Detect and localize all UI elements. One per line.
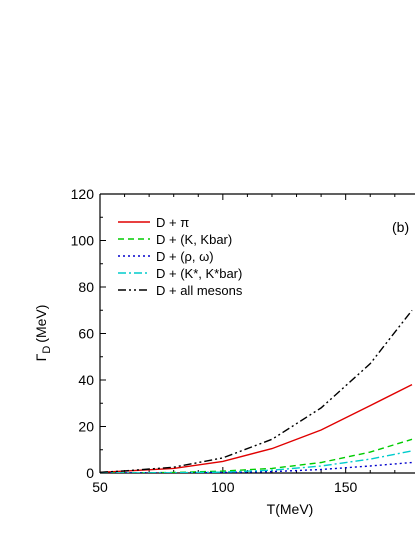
legend-label-3: D + (ρ, ω) — [156, 249, 214, 264]
legend-label-5: D + all mesons — [156, 283, 243, 298]
legend: D + π D + (K, Kbar) D + (ρ, ω) D + (K*, K*b… — [118, 215, 243, 298]
y-tick-label: 0 — [86, 465, 94, 481]
legend-label-1: D + π — [156, 215, 189, 230]
y-axis-title: ΓD (MeV) — [33, 305, 53, 362]
legend-label-4: D + (K*, K*bar) — [156, 266, 242, 281]
y-axis-title-symbol: Γ — [33, 353, 49, 361]
plot-frame — [99, 193, 415, 474]
y-tick-label: 100 — [71, 233, 95, 249]
x-axis-title: T(MeV) — [267, 501, 314, 517]
panel-label: (b) — [392, 219, 409, 235]
series-line-2 — [100, 438, 413, 473]
series-lines — [100, 309, 413, 473]
tick-labels: 0 20 40 60 80 100 120 50 100 150 — [71, 186, 358, 495]
x-tick-label: 50 — [92, 479, 108, 495]
y-tick-label: 60 — [78, 326, 94, 342]
y-tick-label: 80 — [78, 279, 94, 295]
y-axis-title-subscript: D — [41, 346, 53, 354]
y-tick-label: 20 — [78, 419, 94, 435]
x-tick-label: 100 — [211, 479, 235, 495]
axis-ticks — [99, 193, 396, 474]
series-line-5 — [100, 309, 413, 473]
y-tick-label: 120 — [71, 186, 95, 202]
y-axis-title-unit: (MeV) — [33, 305, 49, 343]
x-tick-label: 150 — [334, 479, 358, 495]
series-line-4 — [100, 450, 413, 473]
y-tick-label: 40 — [78, 372, 94, 388]
series-line-1 — [100, 383, 413, 473]
legend-label-2: D + (K, Kbar) — [156, 232, 232, 247]
